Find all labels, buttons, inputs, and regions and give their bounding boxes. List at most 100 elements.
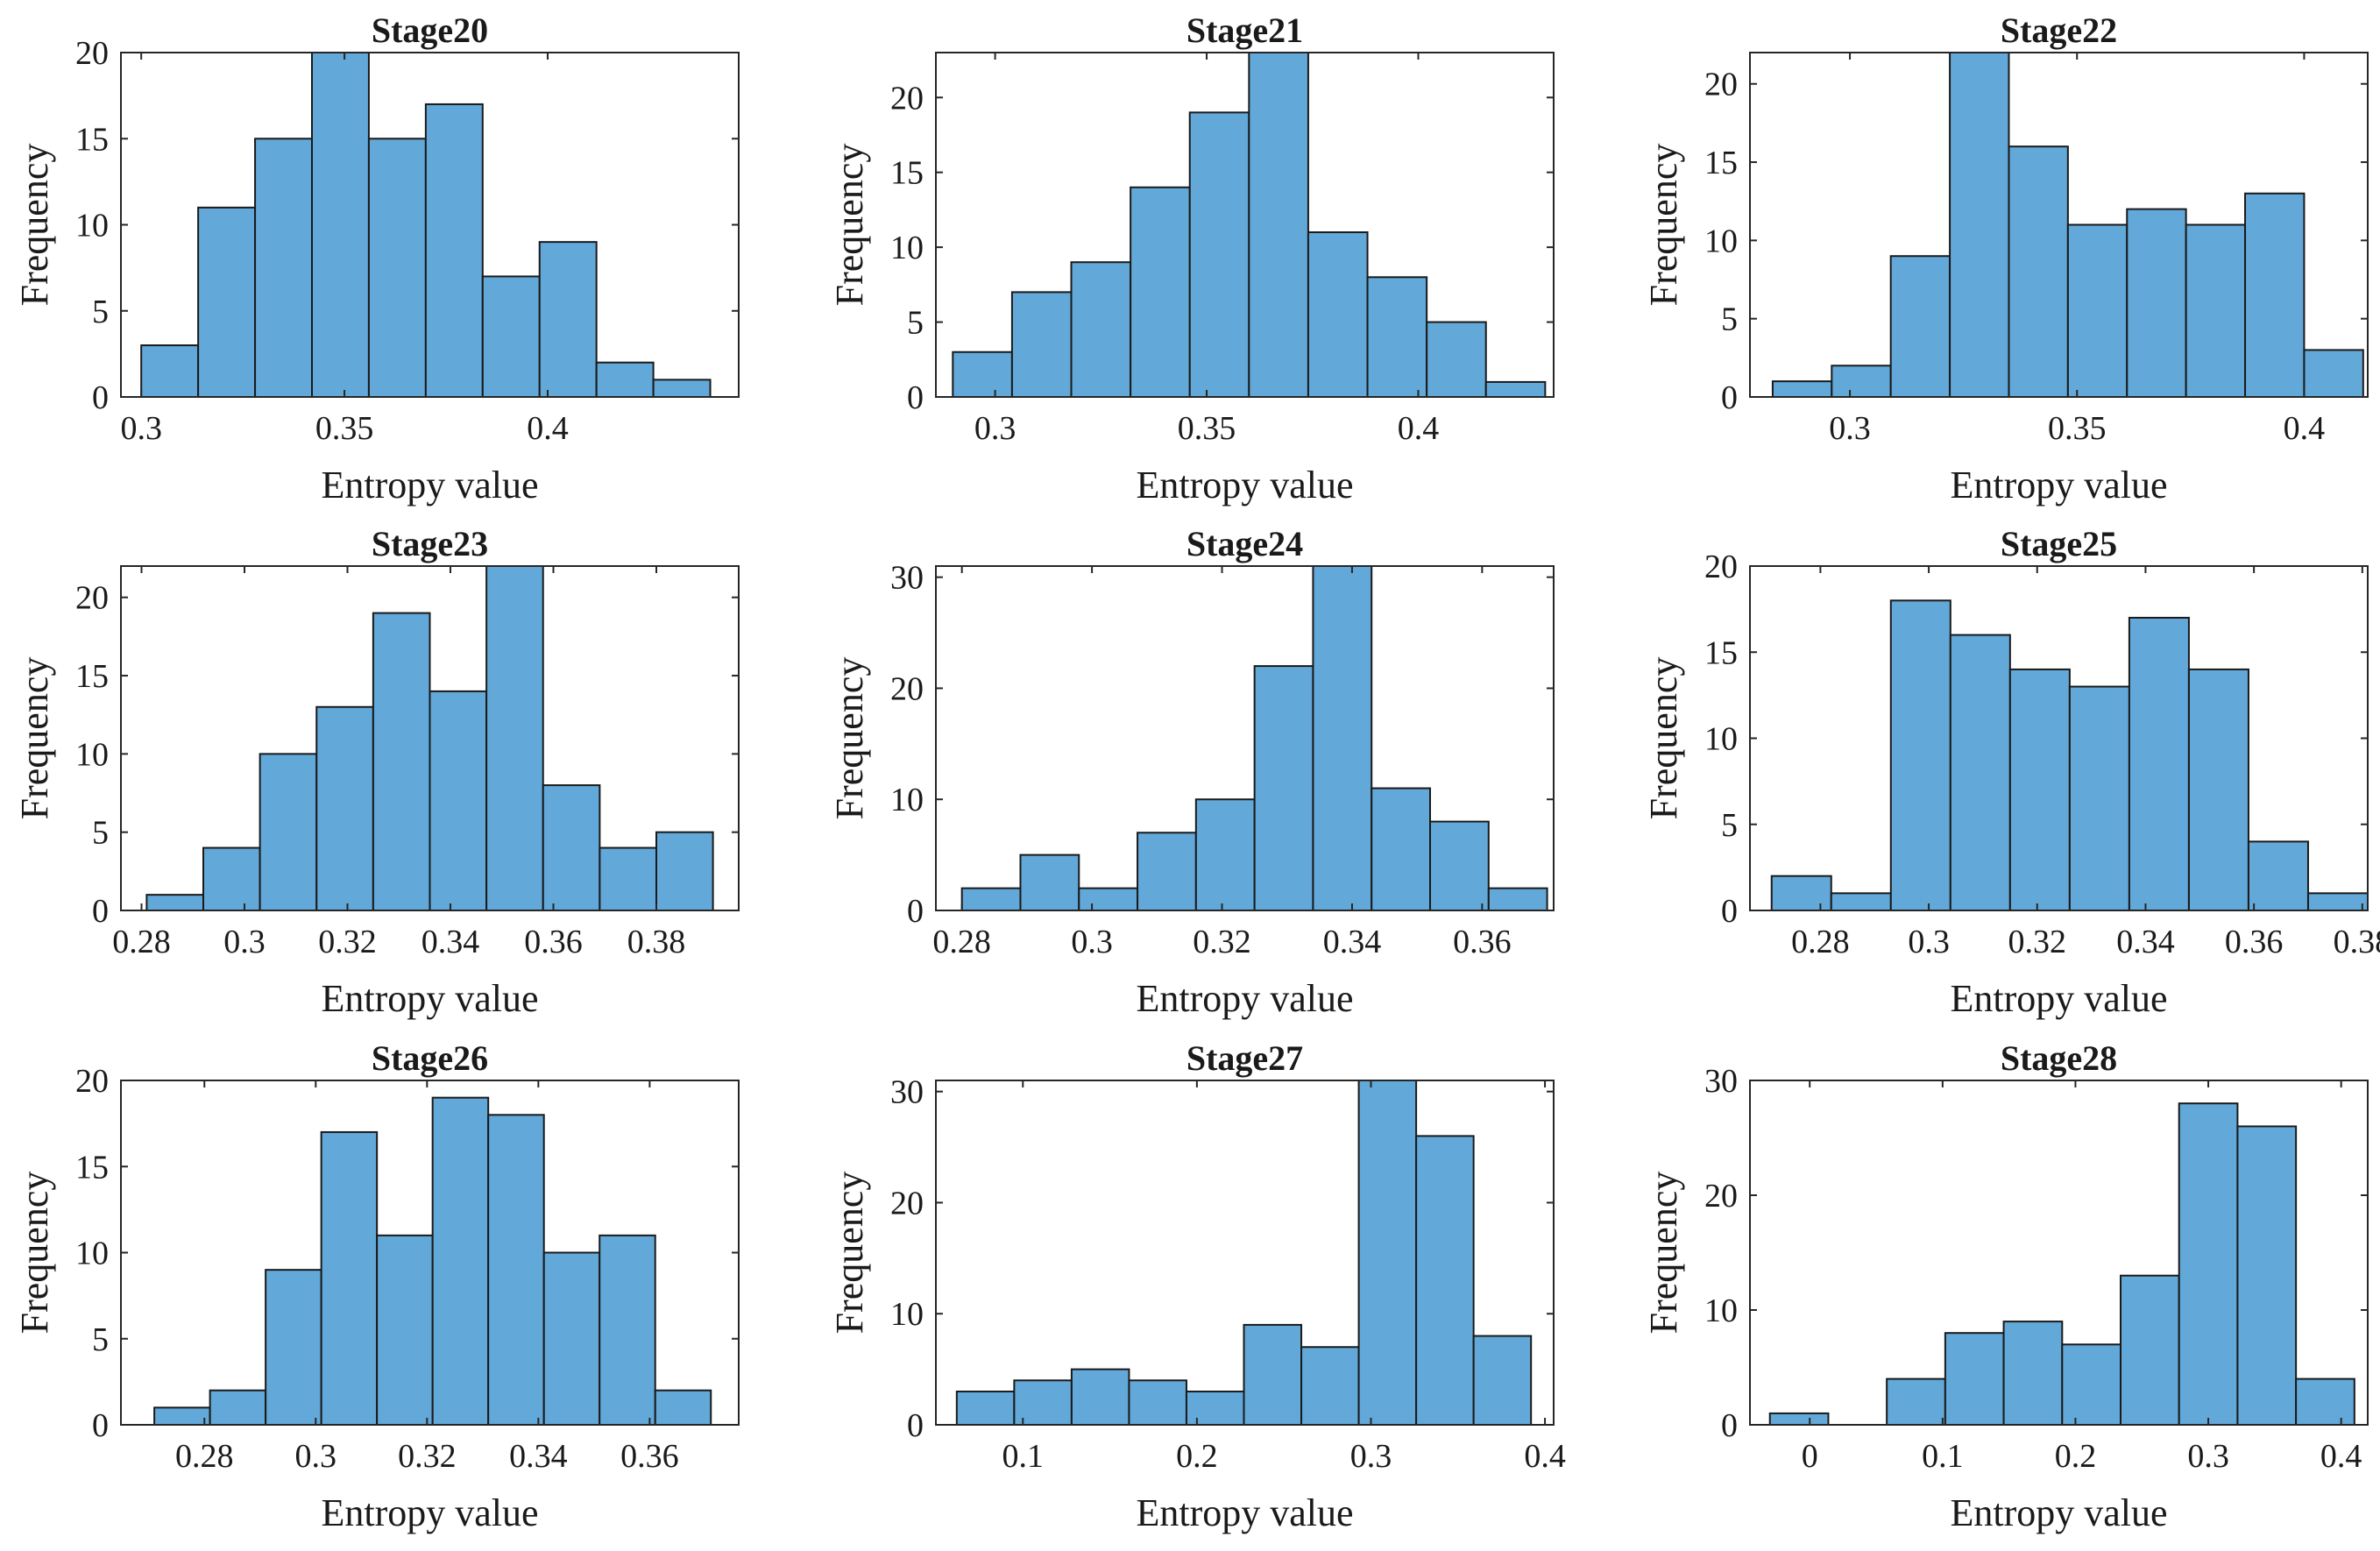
y-tick-label: 0 — [1721, 379, 1738, 416]
y-tick-label: 5 — [1721, 301, 1738, 338]
x-tick-label: 0.35 — [1178, 410, 1236, 447]
y-tick-label: 10 — [890, 1296, 924, 1333]
histogram-bar — [376, 1234, 434, 1426]
histogram-bar — [1243, 1323, 1303, 1426]
histogram-bar — [1949, 52, 2010, 398]
panel-title: Stage25 — [2001, 524, 2117, 563]
histogram-bar — [1070, 261, 1132, 398]
histogram-bar — [2068, 685, 2130, 911]
x-tick-label: 0.3 — [2187, 1438, 2229, 1475]
histogram-bar — [254, 138, 313, 398]
histogram-bar — [485, 565, 544, 911]
y-tick-label: 0 — [92, 1407, 109, 1444]
axes-box — [120, 565, 740, 911]
x-axis-label: Entropy value — [1136, 977, 1353, 1020]
y-tick-label: 0 — [92, 893, 109, 930]
histogram-bar — [431, 1096, 490, 1427]
y-tick-label: 0 — [92, 379, 109, 416]
y-axis-label: Frequency — [1642, 657, 1685, 820]
histogram-bar — [2185, 223, 2247, 398]
y-tick-label: 30 — [890, 1074, 924, 1111]
x-tick-label: 0.36 — [2225, 924, 2284, 960]
histogram-bar — [1889, 599, 1951, 911]
histogram-bar — [960, 887, 1022, 911]
x-tick-label: 0.3 — [1071, 924, 1113, 960]
histogram-bar — [2002, 1321, 2064, 1426]
histogram-bar — [1300, 1346, 1360, 1426]
histogram-bar — [2128, 616, 2190, 911]
y-tick-label: 5 — [907, 305, 924, 342]
y-tick-label: 10 — [75, 208, 109, 244]
histogram-bar — [2008, 668, 2071, 912]
histogram-bar — [1484, 380, 1547, 399]
y-tick-label: 10 — [1704, 1292, 1738, 1329]
y-axis-label: Frequency — [13, 1172, 56, 1335]
x-tick-label: 0 — [1802, 1438, 1818, 1475]
y-tick-label: 20 — [890, 670, 924, 707]
panel-stage23: 0.28 0.3 0.32 0.34 0.36 0.38 0 5 10 15 20 Stage23 En… — [13, 524, 740, 1020]
histogram-bar — [310, 52, 370, 398]
panel-title: Stage26 — [372, 1038, 488, 1078]
histogram-bar — [655, 831, 714, 912]
histogram-bar — [1487, 887, 1548, 911]
histogram-bar — [955, 1390, 1016, 1427]
histogram-bar — [1307, 231, 1369, 399]
histogram-bar — [2247, 840, 2309, 912]
histogram-bar — [1128, 1379, 1187, 1426]
y-tick-label: 5 — [1721, 807, 1738, 844]
x-axis-label: Entropy value — [1136, 464, 1353, 506]
histogram-bar — [1371, 787, 1432, 912]
y-axis-label: Frequency — [828, 144, 871, 307]
histogram-bar — [1019, 853, 1080, 912]
x-tick-label: 0.3 — [1908, 924, 1950, 960]
y-tick-label: 15 — [75, 121, 109, 158]
x-tick-label: 0.32 — [318, 924, 377, 960]
panel-stage21: 0.3 0.35 0.4 0 5 10 15 20 Stage21 Entropy value Fr… — [828, 11, 1555, 506]
histogram-bar — [1949, 634, 2011, 911]
histogram-bar — [2303, 349, 2364, 398]
y-tick-label: 20 — [1704, 67, 1738, 103]
x-tick-label: 0.4 — [1398, 410, 1440, 447]
histogram-bar — [265, 1269, 322, 1427]
x-tick-label: 0.34 — [1323, 924, 1382, 960]
histogram-bar — [1768, 1412, 1830, 1427]
histogram-bar — [1357, 1080, 1418, 1426]
panel-stage20: 0.3 0.35 0.4 0 5 10 15 20 Stage20 Entropy value Fr… — [13, 11, 740, 506]
x-tick-label: 0.34 — [2116, 924, 2175, 960]
panel-stage27: 0.1 0.2 0.3 0.4 0 10 20 30 Stage27 Entropy value F… — [828, 1038, 1566, 1534]
y-tick-label: 15 — [75, 658, 109, 695]
histogram-bar — [1130, 186, 1191, 398]
axes-box — [935, 565, 1555, 911]
histogram-bar — [145, 894, 204, 911]
y-tick-label: 5 — [92, 815, 109, 852]
histogram-bar — [202, 846, 261, 912]
x-tick-label: 0.34 — [509, 1438, 568, 1475]
histogram-bar — [2236, 1125, 2298, 1427]
histogram-bar — [2126, 208, 2187, 398]
y-tick-label: 30 — [1704, 1063, 1738, 1100]
x-axis-label: Entropy value — [321, 977, 538, 1020]
panel-stage26: 0.28 0.3 0.32 0.34 0.36 0 5 10 15 20 Stage26 Entrop… — [13, 1038, 740, 1534]
x-tick-label: 0.32 — [1193, 924, 1251, 960]
histogram-bar — [1078, 887, 1139, 911]
y-tick-label: 20 — [890, 1185, 924, 1222]
y-tick-label: 20 — [1704, 1178, 1738, 1215]
histogram-bar — [2066, 223, 2129, 398]
panel-title: Stage28 — [2001, 1038, 2117, 1078]
histogram-bar — [1770, 875, 1832, 912]
panel-title: Stage24 — [1186, 524, 1303, 563]
histogram-bar — [1312, 565, 1373, 911]
axes-box — [1749, 52, 2369, 398]
axes-box — [1749, 1080, 2369, 1426]
histogram-bar — [542, 1251, 601, 1426]
x-tick-label: 0.35 — [315, 410, 374, 447]
y-axis-label: Frequency — [828, 657, 871, 820]
y-tick-label: 15 — [1704, 634, 1738, 671]
panel-stage24: 0.28 0.3 0.32 0.34 0.36 0 10 20 30 Stage24 Entropy… — [828, 524, 1555, 1020]
histogram-bar — [2178, 1102, 2239, 1426]
x-tick-label: 0.4 — [2320, 1438, 2362, 1475]
x-tick-label: 0.32 — [398, 1438, 457, 1475]
y-axis-label: Frequency — [1642, 1172, 1685, 1335]
x-tick-label: 0.34 — [421, 924, 480, 960]
histogram-bar — [1886, 1377, 1946, 1426]
